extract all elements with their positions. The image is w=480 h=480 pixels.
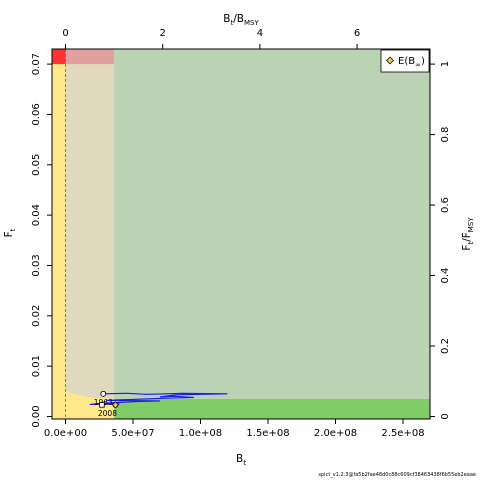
y-tick-label: 0.01 <box>31 355 42 377</box>
y-tick-label: 0.03 <box>31 254 42 276</box>
x-tick-label: 5.0e+07 <box>111 428 154 439</box>
legend: E(B∞) <box>380 49 430 73</box>
extra-point <box>99 402 105 408</box>
trajectory-line <box>89 392 228 406</box>
region-pink <box>65 49 115 65</box>
y-axis-title: Ft <box>3 228 17 237</box>
region-red <box>52 49 66 65</box>
right-tick-label: 0.2 <box>440 338 451 354</box>
y-tick-label: 0.04 <box>31 204 42 226</box>
top-tick-label: 0 <box>62 28 68 39</box>
plot-frame <box>51 48 431 420</box>
y-tick-label: 0.05 <box>31 154 42 176</box>
top-axis: 0 2 4 6 <box>62 28 360 49</box>
y-tick-label: 0.07 <box>31 53 42 75</box>
right-tick-label: 0.6 <box>440 197 451 213</box>
expected-biomass-marker <box>112 401 119 409</box>
region-green <box>114 398 430 419</box>
start-point <box>100 390 107 397</box>
y-tick-label: 0.00 <box>31 405 42 427</box>
legend-box <box>380 49 430 73</box>
right-tick-label: 0 <box>440 413 451 419</box>
plot-regions <box>52 49 430 419</box>
x-tick-label: 2.5e+08 <box>381 428 424 439</box>
top-tick-label: 2 <box>160 28 166 39</box>
top-axis-title: Bt/BMSY <box>223 13 259 27</box>
x-axis: 0.0e+00 5.0e+07 1.0e+08 1.5e+08 2.0e+08 2.5e+… <box>44 419 425 439</box>
right-tick-label: 0.8 <box>440 127 451 143</box>
region-tan <box>65 49 115 399</box>
x-tick-label: 1.5e+08 <box>246 428 289 439</box>
top-tick-label: 4 <box>257 28 263 39</box>
top-tick-label: 6 <box>354 28 360 39</box>
legend-diamond-icon <box>386 56 394 65</box>
legend-label: E(B∞) <box>398 56 425 69</box>
region-yellow <box>52 49 66 419</box>
x-tick-label: 1.0e+08 <box>179 428 222 439</box>
right-tick-label: 0.4 <box>440 268 451 284</box>
right-axis: 0 0.2 0.4 0.6 0.8 1 <box>430 61 451 420</box>
right-axis-title: Ft/FMSY <box>461 217 475 251</box>
x-tick-label: 2.0e+08 <box>314 428 357 439</box>
y-axis: 0.00 0.01 0.02 0.03 0.04 0.05 0.06 0.07 <box>31 53 52 428</box>
end-year-label: 2008 <box>98 409 117 418</box>
region-sage <box>114 49 430 399</box>
y-tick-label: 0.02 <box>31 305 42 327</box>
right-tick-label: 1 <box>440 61 451 67</box>
x-tick-label: 0.0e+00 <box>44 428 87 439</box>
x-axis-title: Bt <box>236 453 246 467</box>
y-tick-label: 0.06 <box>31 103 42 125</box>
version-footer: spict_v1.2.3@fa5b2fae48d0c88c609cf384634… <box>318 472 476 478</box>
